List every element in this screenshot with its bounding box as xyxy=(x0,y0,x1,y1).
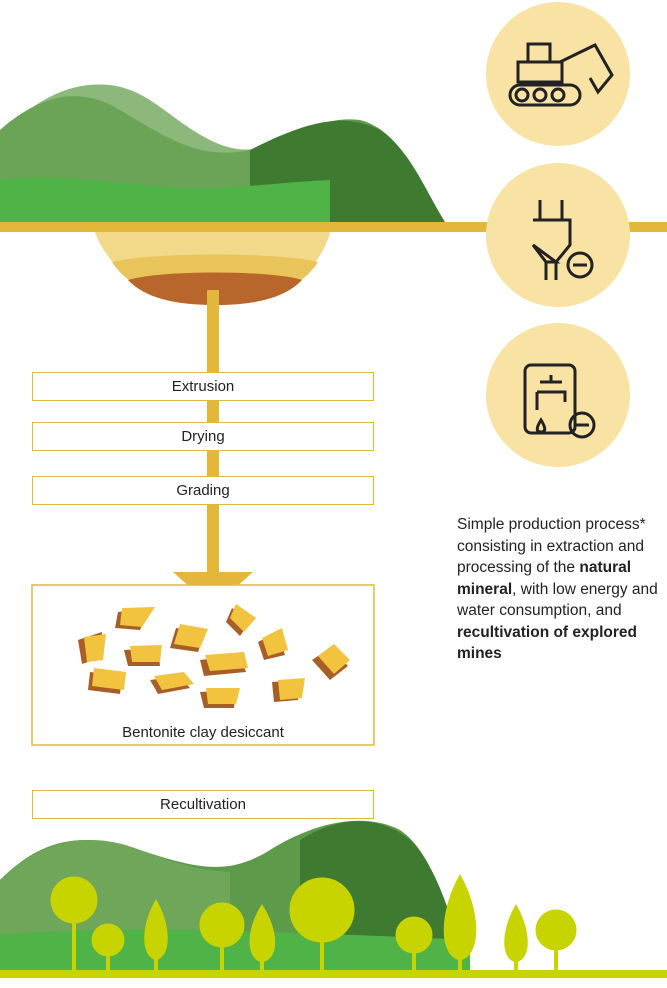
description: Simple production process* consisting in… xyxy=(457,514,662,665)
ground-line xyxy=(0,970,667,978)
icon-circle xyxy=(486,2,630,146)
step-box: Drying xyxy=(32,422,374,451)
product-label: Bentonite clay desiccant xyxy=(122,724,284,741)
step-box: Recultivation xyxy=(32,790,374,819)
plug-icon xyxy=(531,200,594,280)
desiccant-pieces xyxy=(78,604,350,708)
excavator-icon xyxy=(508,42,614,107)
step-box: Grading xyxy=(32,476,374,505)
description-text: , with low energy and water consumption,… xyxy=(457,580,658,620)
description-text: natural mineral xyxy=(457,559,632,598)
ground xyxy=(0,177,330,225)
step-box: Extrusion xyxy=(32,372,374,401)
icon-circle xyxy=(486,163,630,307)
description-text: Simple production process* consisting in… xyxy=(457,516,646,576)
pit-layer xyxy=(128,272,302,305)
water-icon xyxy=(523,363,596,439)
ground-line xyxy=(0,222,667,232)
trees xyxy=(50,873,577,972)
icon-circle xyxy=(486,323,630,467)
description-text: recultivation of explored mines xyxy=(457,623,638,663)
